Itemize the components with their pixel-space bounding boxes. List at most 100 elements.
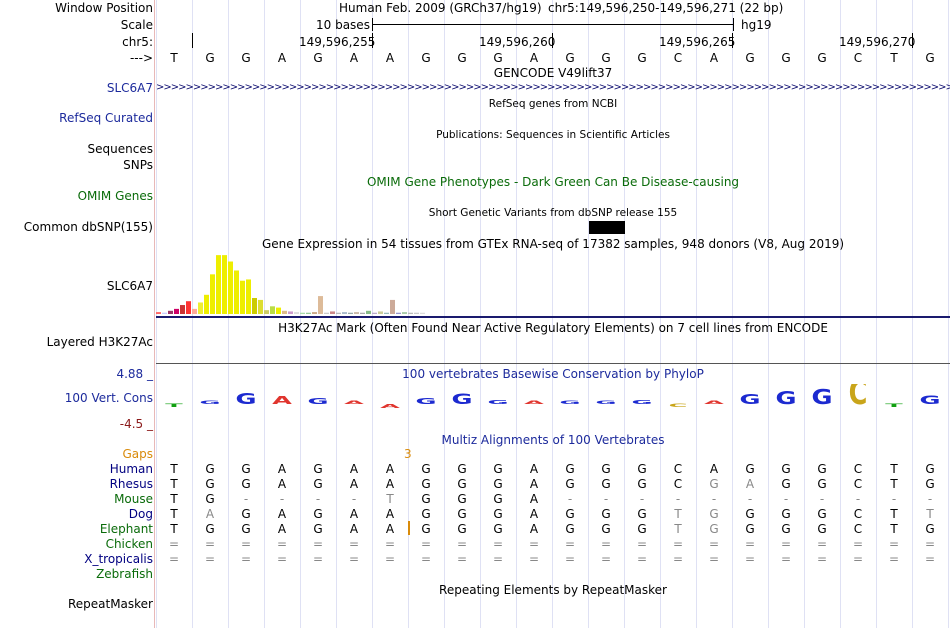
aligned-base: G: [565, 507, 575, 521]
ruler-tick-label: 149,596,255: [299, 35, 376, 49]
gtex-tissue-bar[interactable]: [282, 310, 287, 314]
gtex-tissue-bar[interactable]: [168, 310, 173, 314]
gtex-tissue-bar[interactable]: [396, 312, 401, 314]
gtex-tissue-bar[interactable]: [324, 312, 329, 314]
species-label[interactable]: Elephant: [99, 522, 153, 536]
conservation-logo-letter: G: [775, 389, 796, 409]
sequence-base: G: [313, 51, 323, 65]
gtex-tissue-bar[interactable]: [372, 312, 377, 314]
gtex-tissue-bar[interactable]: [252, 298, 257, 314]
sequence-base: T: [890, 51, 898, 65]
gtex-tissue-bar[interactable]: [186, 301, 191, 314]
gtex-tissue-bar[interactable]: [330, 311, 335, 314]
gtex-tissue-bar[interactable]: [336, 312, 341, 314]
cons-track-label[interactable]: 100 Vert. Cons: [64, 391, 153, 405]
gtex-tissue-bar[interactable]: [276, 307, 281, 314]
gtex-tissue-bar[interactable]: [384, 312, 389, 314]
conservation-logo[interactable]: TG G A G AAG G G A G G GCA G G G C T G: [156, 384, 950, 420]
aligned-base: -: [243, 492, 249, 506]
aligned-base: T: [170, 477, 178, 491]
snps-track-label[interactable]: SNPs: [123, 158, 153, 172]
aligned-base: G: [421, 477, 431, 491]
gtex-tissue-bar[interactable]: [234, 270, 239, 314]
aligned-base: G: [493, 507, 503, 521]
dbsnp-track-label[interactable]: Common dbSNP(155): [23, 220, 153, 234]
gtex-tissue-bar[interactable]: [156, 312, 161, 314]
gtex-tissue-bar[interactable]: [348, 312, 353, 314]
aligned-base: =: [564, 537, 576, 551]
gtex-tissue-bar[interactable]: [366, 310, 371, 314]
aligned-base: T: [170, 507, 178, 521]
refseq-track-label[interactable]: RefSeq Curated: [59, 111, 153, 125]
gtex-tissue-bar[interactable]: [414, 312, 419, 314]
repeatmasker-track-label[interactable]: RepeatMasker: [67, 597, 153, 611]
ruler-tick: [732, 33, 733, 48]
gencode-gene-feature[interactable]: >>>>>>>>>>>>>>>>>>>>>>>>>>>>>>>>>>>>>>>>…: [156, 82, 950, 93]
aligned-base: -: [855, 492, 861, 506]
conservation-logo-letter: T: [165, 404, 183, 409]
gtex-tissue-bar[interactable]: [288, 311, 293, 314]
dbsnp-variant-block[interactable]: [589, 221, 625, 234]
base-grid-line: [696, 0, 697, 628]
gtex-tissue-bar[interactable]: [204, 294, 209, 314]
aligned-base: T: [170, 462, 178, 476]
base-grid-line: [552, 0, 553, 628]
gtex-tissue-bar[interactable]: [294, 312, 299, 314]
species-label[interactable]: Zebrafish: [96, 567, 153, 581]
species-label[interactable]: Human: [109, 462, 153, 476]
species-label[interactable]: Dog: [128, 507, 153, 521]
aligned-base: =: [744, 537, 756, 551]
ruler-tick: [552, 33, 553, 48]
species-label[interactable]: Rhesus: [109, 477, 153, 491]
base-grid-line: [804, 0, 805, 628]
gtex-tissue-bar[interactable]: [174, 308, 179, 314]
gtex-tissue-bar[interactable]: [198, 302, 203, 314]
gtex-track-label[interactable]: SLC6A7: [106, 279, 153, 293]
gtex-tissue-bar[interactable]: [216, 255, 221, 314]
gtex-tissue-bar[interactable]: [162, 312, 167, 314]
gtex-expression-chart[interactable]: [156, 250, 950, 320]
gtex-tissue-bar[interactable]: [408, 312, 413, 314]
gtex-tissue-bar[interactable]: [342, 312, 347, 314]
publications-track-label[interactable]: Sequences: [87, 142, 153, 156]
conservation-logo-letter: G: [631, 399, 652, 405]
gtex-tissue-bar[interactable]: [306, 312, 311, 314]
gtex-tissue-bar[interactable]: [264, 310, 269, 314]
gtex-tissue-bar[interactable]: [300, 312, 305, 314]
gtex-tissue-bar[interactable]: [180, 305, 185, 314]
gtex-tissue-bar[interactable]: [360, 312, 365, 314]
gtex-tissue-bar[interactable]: [270, 306, 275, 314]
gtex-tissue-bar[interactable]: [390, 299, 395, 314]
gtex-tissue-bar[interactable]: [258, 299, 263, 314]
species-label[interactable]: X_tropicalis: [84, 552, 153, 566]
gtex-tissue-bar[interactable]: [192, 308, 197, 314]
omim-track-label[interactable]: OMIM Genes: [77, 189, 153, 203]
aligned-base: =: [852, 537, 864, 551]
gtex-tissue-bar[interactable]: [228, 261, 233, 314]
conservation-logo-letter: G: [451, 391, 472, 407]
aligned-base: G: [457, 492, 467, 506]
aligned-base: -: [351, 492, 357, 506]
position-text[interactable]: chr5:149,596,250-149,596,271 (22 bp): [548, 1, 784, 15]
aligned-base: G: [637, 477, 647, 491]
species-label[interactable]: Mouse: [114, 492, 153, 506]
h3k27ac-track-label[interactable]: Layered H3K27Ac: [46, 335, 153, 349]
gtex-tissue-bar[interactable]: [402, 312, 407, 314]
gtex-tissue-bar[interactable]: [240, 280, 245, 314]
gtex-tissue-bar[interactable]: [210, 274, 215, 314]
gtex-tissue-bar[interactable]: [312, 312, 317, 314]
species-alignment-row: = = = = = = = = = = = = = = = = = = = = = =: [156, 537, 950, 551]
aligned-base: =: [672, 552, 684, 566]
gtex-tissue-bar[interactable]: [222, 255, 227, 314]
gtex-tissue-bar[interactable]: [354, 312, 359, 314]
aligned-base: G: [709, 522, 719, 536]
conservation-logo-letter: G: [199, 401, 220, 406]
gtex-tissue-bar[interactable]: [318, 296, 323, 314]
species-label[interactable]: Chicken: [105, 537, 153, 551]
gtex-tissue-bar[interactable]: [246, 279, 251, 314]
gtex-tissue-bar[interactable]: [420, 312, 425, 314]
gencode-track-label[interactable]: SLC6A7: [106, 81, 153, 95]
gtex-tissue-bar[interactable]: [378, 311, 383, 314]
